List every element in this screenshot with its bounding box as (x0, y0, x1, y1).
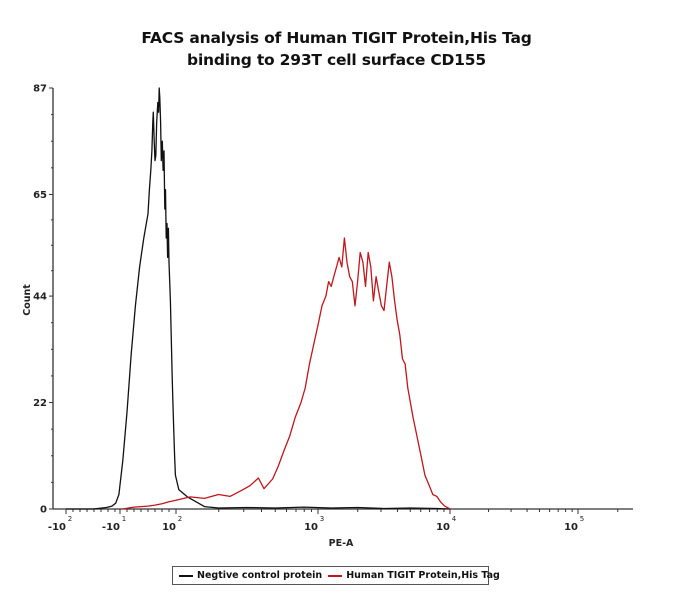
legend-swatch-black (179, 574, 193, 577)
x-tick-exponent: 3 (320, 515, 324, 523)
y-tick-label: 22 (33, 398, 47, 409)
y-axis-title: Count (22, 284, 33, 316)
legend-swatch-red (328, 574, 343, 577)
y-tick-label: 0 (40, 505, 47, 516)
x-tick-label: -10 (102, 522, 120, 533)
legend: Negtive control protein Human TIGIT Prot… (172, 566, 500, 585)
x-tick-label: -10 (48, 522, 66, 533)
y-tick-label: 44 (33, 292, 47, 303)
y-axis: 0 22 44 65 87 (33, 84, 54, 516)
x-tick-label: 10 (564, 522, 578, 533)
x-tick-exponent: 2 (68, 515, 72, 523)
x-tick-label: 10 (436, 522, 450, 533)
legend-label-tigit: Human TIGIT Protein,His Tag (346, 570, 500, 581)
x-tick-exponent: 2 (178, 515, 182, 523)
legend-item-tigit: Human TIGIT Protein,His Tag (322, 570, 500, 581)
chart-title: FACS analysis of Human TIGIT Protein,His… (141, 29, 532, 47)
x-tick-label: 10 (304, 522, 318, 533)
chart-subtitle: binding to 293T cell surface CD155 (187, 51, 486, 69)
x-tick-exponent: 5 (580, 515, 584, 523)
x-tick-exponent: 4 (452, 515, 457, 523)
legend-label-negative-control: Negtive control protein (197, 570, 323, 581)
y-tick-label: 87 (33, 84, 47, 95)
x-axis-title: PE-A (329, 538, 354, 549)
series-group (66, 87, 451, 510)
legend-item-negative-control: Negtive control protein (173, 570, 322, 581)
x-tick-label: 10 (162, 522, 176, 533)
x-tick-exponent: 1 (122, 515, 126, 523)
series-line-negative-control (66, 87, 451, 510)
series-line-tigit (122, 237, 451, 510)
y-tick-label: 65 (33, 190, 47, 201)
